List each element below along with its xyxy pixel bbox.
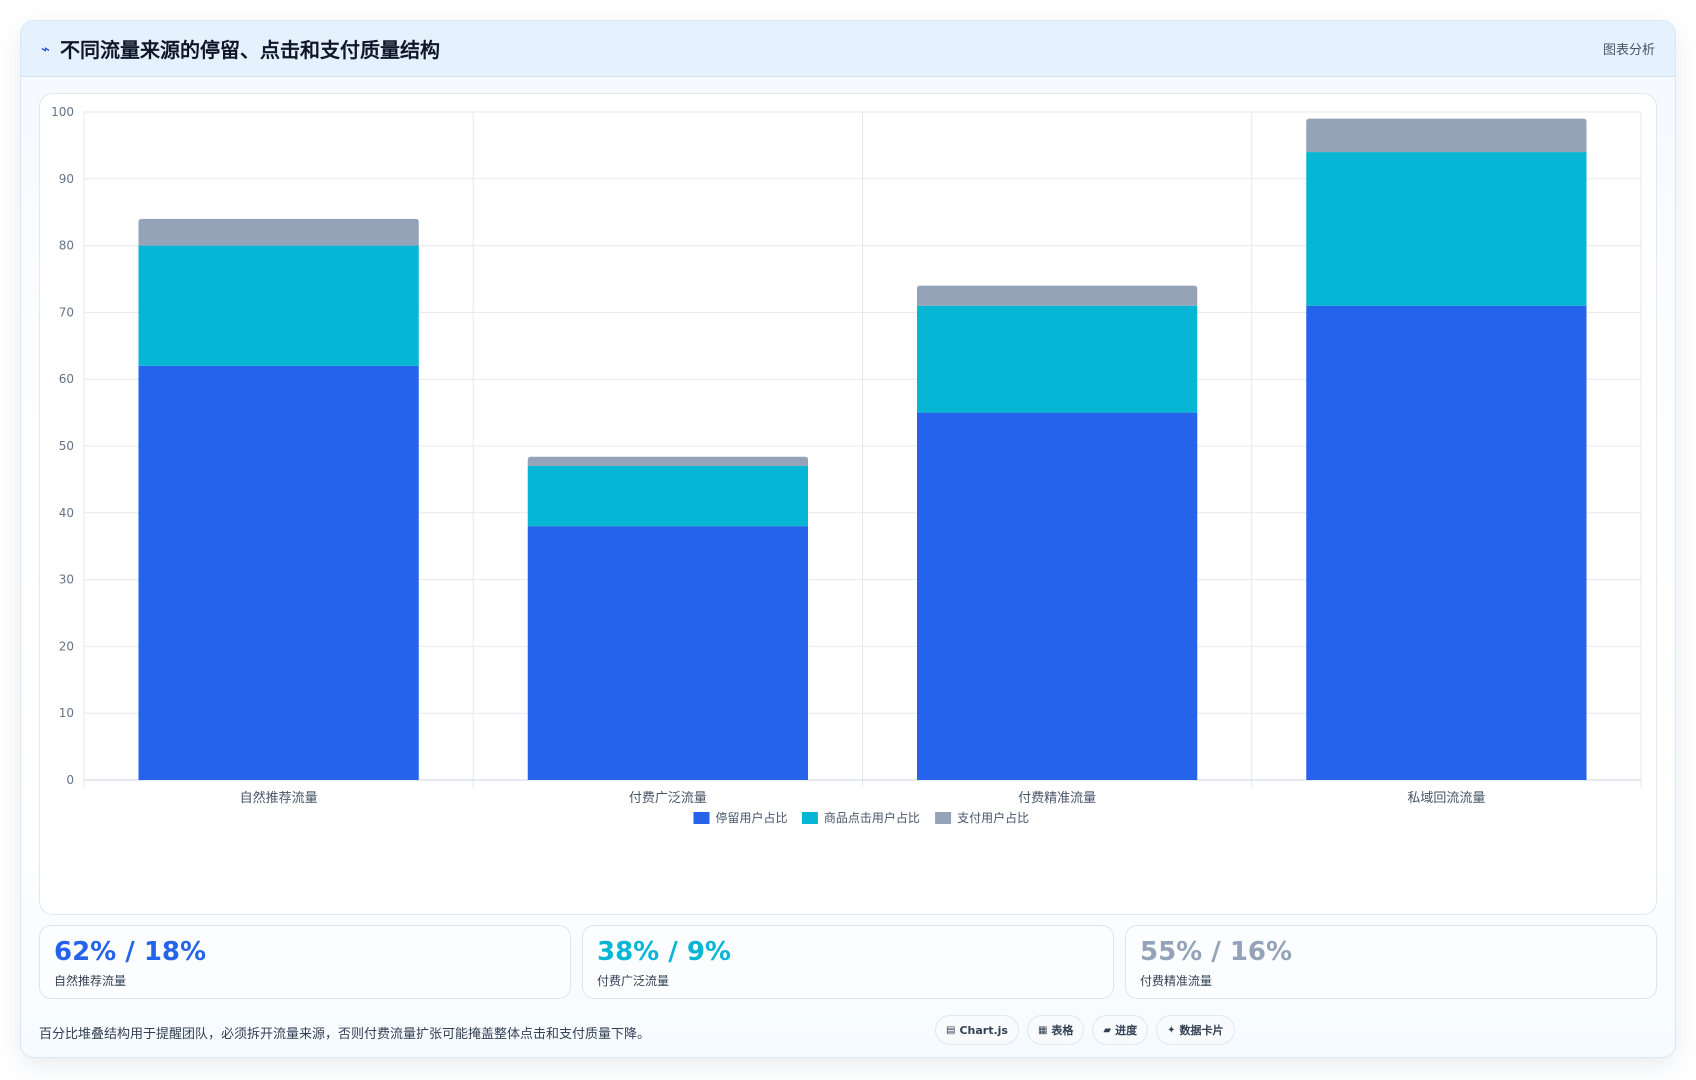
bar-segment	[916, 305, 1198, 413]
legend-swatch	[801, 812, 818, 824]
pill-label: 表格	[1051, 1024, 1074, 1037]
bar-segment	[138, 245, 419, 366]
legend-label: 商品点击用户占比	[824, 810, 920, 825]
chart-panel: 0 10 20 30 40 50 60 70 80 90 100 自然推荐流量 付费广泛流量 付费精准流量…	[39, 93, 1657, 915]
stat-cards: 62% / 18% 自然推荐流量 38% / 9% 付费广泛流量 55% / 1…	[39, 925, 1657, 999]
bar-segment	[527, 526, 809, 780]
bar-segment	[1306, 152, 1587, 306]
pill-table[interactable]: ▦ 表格	[1026, 1015, 1085, 1045]
y-tick-label: 100	[51, 105, 74, 119]
bar-segment	[138, 218, 419, 246]
stat-label: 付费广泛流量	[597, 974, 670, 988]
table-icon: ▦	[1037, 1024, 1048, 1036]
pill-data-card[interactable]: ✦ 数据卡片	[1156, 1015, 1235, 1045]
stat-label: 付费精准流量	[1140, 974, 1213, 988]
pill-group: ▤ Chart.js ▦ 表格 ▰ 进度 ✦ 数据卡片	[935, 1015, 1235, 1045]
sparkle-icon: ✦	[1167, 1024, 1176, 1036]
y-tick-label: 50	[59, 439, 74, 453]
bar-segment	[527, 466, 809, 527]
stat-label: 自然推荐流量	[54, 974, 127, 988]
footer-note: 百分比堆叠结构用于提醒团队，必须拆开流量来源，否则付费流量扩张可能掩盖整体点击和…	[39, 1027, 651, 1042]
card-header: ⌁ 不同流量来源的停留、点击和支付质量结构 图表分析	[21, 21, 1675, 77]
pill-label: 数据卡片	[1179, 1024, 1224, 1037]
trend-icon: ⌁	[41, 39, 51, 58]
legend-swatch	[935, 812, 952, 824]
y-tick-label: 70	[59, 305, 74, 319]
bar-segment	[1306, 305, 1587, 780]
bar-segment	[916, 285, 1198, 306]
stacked-bar-chart: 0 10 20 30 40 50 60 70 80 90 100 自然推荐流量 付费广泛流量 付费精准流量…	[51, 105, 1642, 825]
legend-label: 停留用户占比	[716, 810, 788, 825]
y-tick-label: 20	[59, 639, 74, 653]
stat-value: 55% / 16%	[1140, 937, 1293, 967]
progress-icon: ▰	[1103, 1024, 1112, 1036]
stat-value: 38% / 9%	[597, 937, 731, 967]
y-tick-label: 40	[59, 506, 74, 520]
pill-chartjs[interactable]: ▤ Chart.js	[935, 1015, 1019, 1045]
chart-analysis-link[interactable]: 图表分析	[1602, 43, 1655, 58]
x-tick-label: 付费精准流量	[1018, 791, 1096, 806]
pill-label: 进度	[1115, 1024, 1138, 1037]
legend-swatch	[693, 812, 710, 824]
stat-value: 62% / 18%	[54, 937, 207, 967]
chart-icon: ▤	[946, 1024, 956, 1036]
x-tick-label: 自然推荐流量	[240, 790, 318, 806]
chart-card: ⌁ 不同流量来源的停留、点击和支付质量结构 图表分析 0 10 20 30 40 50 60…	[20, 20, 1676, 1058]
y-tick-label: 30	[59, 573, 74, 587]
y-tick-label: 10	[59, 706, 74, 720]
bar-segment	[138, 365, 419, 780]
pill-progress[interactable]: ▰ 进度	[1092, 1015, 1149, 1045]
stat-card-organic: 62% / 18% 自然推荐流量	[39, 925, 571, 999]
y-tick-label: 90	[59, 172, 74, 186]
x-tick-label: 私域回流流量	[1407, 791, 1485, 806]
x-tick-label: 付费广泛流量	[629, 791, 707, 806]
legend-label: 支付用户占比	[957, 810, 1029, 825]
bar-segment	[916, 412, 1198, 780]
stat-card-paid-broad: 38% / 9% 付费广泛流量	[582, 925, 1114, 999]
bar-segment	[527, 456, 809, 467]
bar-segment	[1306, 118, 1587, 153]
card-title: 不同流量来源的停留、点击和支付质量结构	[60, 38, 441, 62]
y-tick-label: 0	[66, 773, 74, 787]
y-tick-label: 80	[59, 239, 74, 253]
pill-label: Chart.js	[959, 1023, 1008, 1037]
y-tick-label: 60	[59, 372, 74, 386]
stat-card-paid-precise: 55% / 16% 付费精准流量	[1125, 925, 1657, 999]
